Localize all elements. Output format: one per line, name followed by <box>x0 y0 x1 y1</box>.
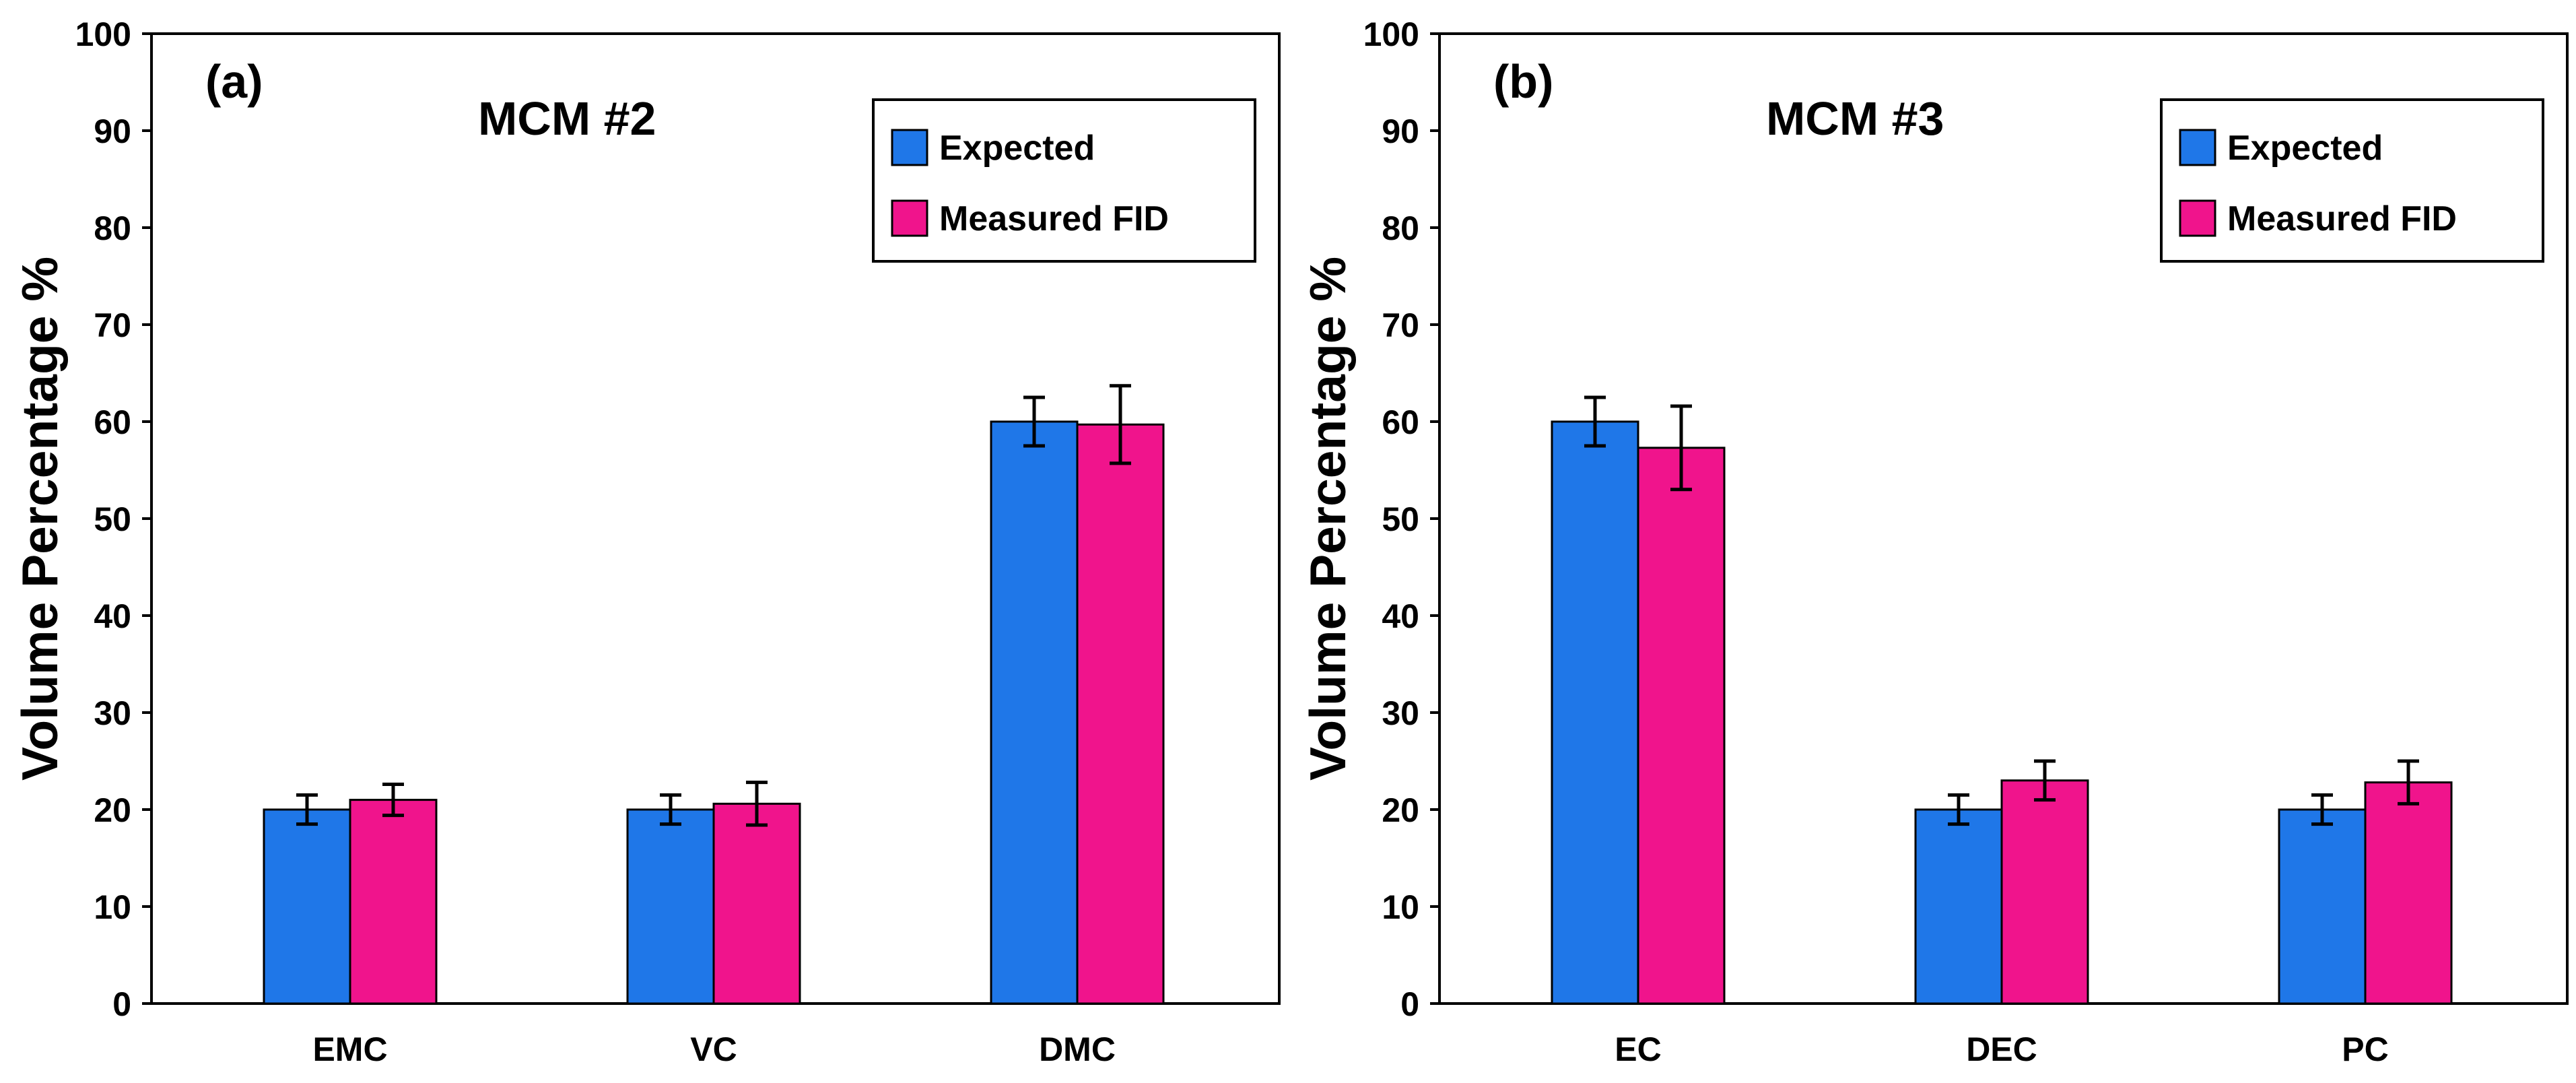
bar-measured-fid-pc <box>2364 781 2453 1005</box>
legend-swatch <box>2179 199 2216 237</box>
x-category-label: VC <box>690 1030 737 1068</box>
y-tick-label: 20 <box>1382 791 1419 829</box>
bar-measured-fid-emc <box>349 799 438 1005</box>
y-tick-label: 30 <box>94 694 131 732</box>
y-tick-label: 70 <box>94 306 131 344</box>
legend-swatch <box>2179 129 2216 166</box>
y-tick-label: 90 <box>94 112 131 150</box>
panel-label: (a) <box>205 55 263 108</box>
y-tick-label: 0 <box>1400 985 1419 1023</box>
y-tick-label: 100 <box>1363 15 1419 53</box>
bar-expected-dec <box>1914 808 2003 1005</box>
y-tick-label: 60 <box>1382 403 1419 441</box>
legend-swatch <box>891 199 928 237</box>
legend-label: Expected <box>939 129 1095 168</box>
y-tick-label: 60 <box>94 403 131 441</box>
legend-label: Measured FID <box>2227 199 2457 238</box>
y-tick-label: 90 <box>1382 112 1419 150</box>
bar-expected-dmc <box>990 420 1079 1005</box>
x-category-label: EMC <box>312 1030 387 1068</box>
x-category-label: DEC <box>1966 1030 2037 1068</box>
legend-swatch <box>891 129 928 166</box>
chart-panel-a: 0 10 20 30 40 50 60 70 80 90 100 Volume Percentage … <box>11 15 1281 1068</box>
bar-measured-fid-dmc <box>1076 423 1165 1005</box>
bar-expected-pc <box>2278 808 2367 1005</box>
y-axis-title: Volume Percentage % <box>11 257 68 781</box>
legend-label: Measured FID <box>939 199 1169 238</box>
y-tick-label: 10 <box>1382 888 1419 926</box>
y-tick-label: 80 <box>94 209 131 247</box>
y-tick-label: 20 <box>94 791 131 829</box>
y-tick-label: 70 <box>1382 306 1419 344</box>
chart-title: MCM #2 <box>478 92 656 145</box>
y-tick-label: 10 <box>94 888 131 926</box>
chart-panel-b: 0 10 20 30 40 50 60 70 80 90 100 Volume Percentage … <box>1288 0 2576 1083</box>
bar-expected-emc <box>263 808 351 1005</box>
bar-measured-fid-ec <box>1637 447 1726 1005</box>
y-tick-label: 100 <box>75 15 131 53</box>
y-axis-title: Volume Percentage % <box>1299 257 1356 781</box>
bar-measured-fid-dec <box>2000 779 2089 1005</box>
panel-label: (b) <box>1493 55 1553 108</box>
x-category-label: PC <box>2342 1030 2388 1068</box>
chart-title: MCM #3 <box>1766 92 1944 145</box>
y-tick-label: 30 <box>1382 694 1419 732</box>
chart-a-svg: 0 10 20 30 40 50 60 70 80 90 100 Volume Percentage … <box>11 15 1281 1068</box>
chart-b-svg: 0 10 20 30 40 50 60 70 80 90 100 Volume Percentage … <box>1299 15 2569 1068</box>
bar-expected-ec <box>1551 420 1639 1005</box>
bar-expected-vc <box>626 808 715 1005</box>
x-category-label: EC <box>1615 1030 1661 1068</box>
y-tick-label: 50 <box>94 500 131 538</box>
y-tick-label: 50 <box>1382 500 1419 538</box>
bar-measured-fid-vc <box>712 802 801 1005</box>
x-category-label: DMC <box>1039 1030 1116 1068</box>
y-tick-label: 0 <box>112 985 131 1023</box>
y-tick-label: 80 <box>1382 209 1419 247</box>
y-tick-label: 40 <box>1382 597 1419 635</box>
legend-box <box>2160 98 2544 263</box>
legend-box <box>872 98 1256 263</box>
y-tick-label: 40 <box>94 597 131 635</box>
legend-label: Expected <box>2227 129 2383 168</box>
